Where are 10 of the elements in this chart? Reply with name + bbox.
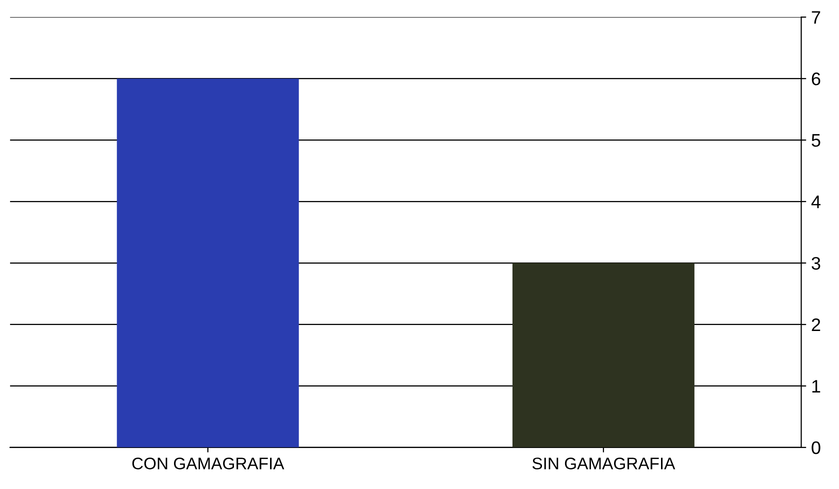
y-tick-label: 2 [812, 318, 820, 332]
x-tick-label: SIN GAMAGRAFIA [532, 458, 676, 470]
y-tick-label: 1 [812, 380, 820, 393]
y-tick-label: 7 [812, 11, 820, 24]
y-tick-label: 0 [812, 441, 820, 454]
x-tick-label: CON GAMAGRAFIA [132, 458, 284, 470]
y-tick-label: 3 [812, 256, 820, 270]
y-tick-label: 6 [812, 72, 820, 86]
y-tick-label: 5 [812, 134, 820, 147]
y-tick-label: 4 [811, 196, 820, 208]
